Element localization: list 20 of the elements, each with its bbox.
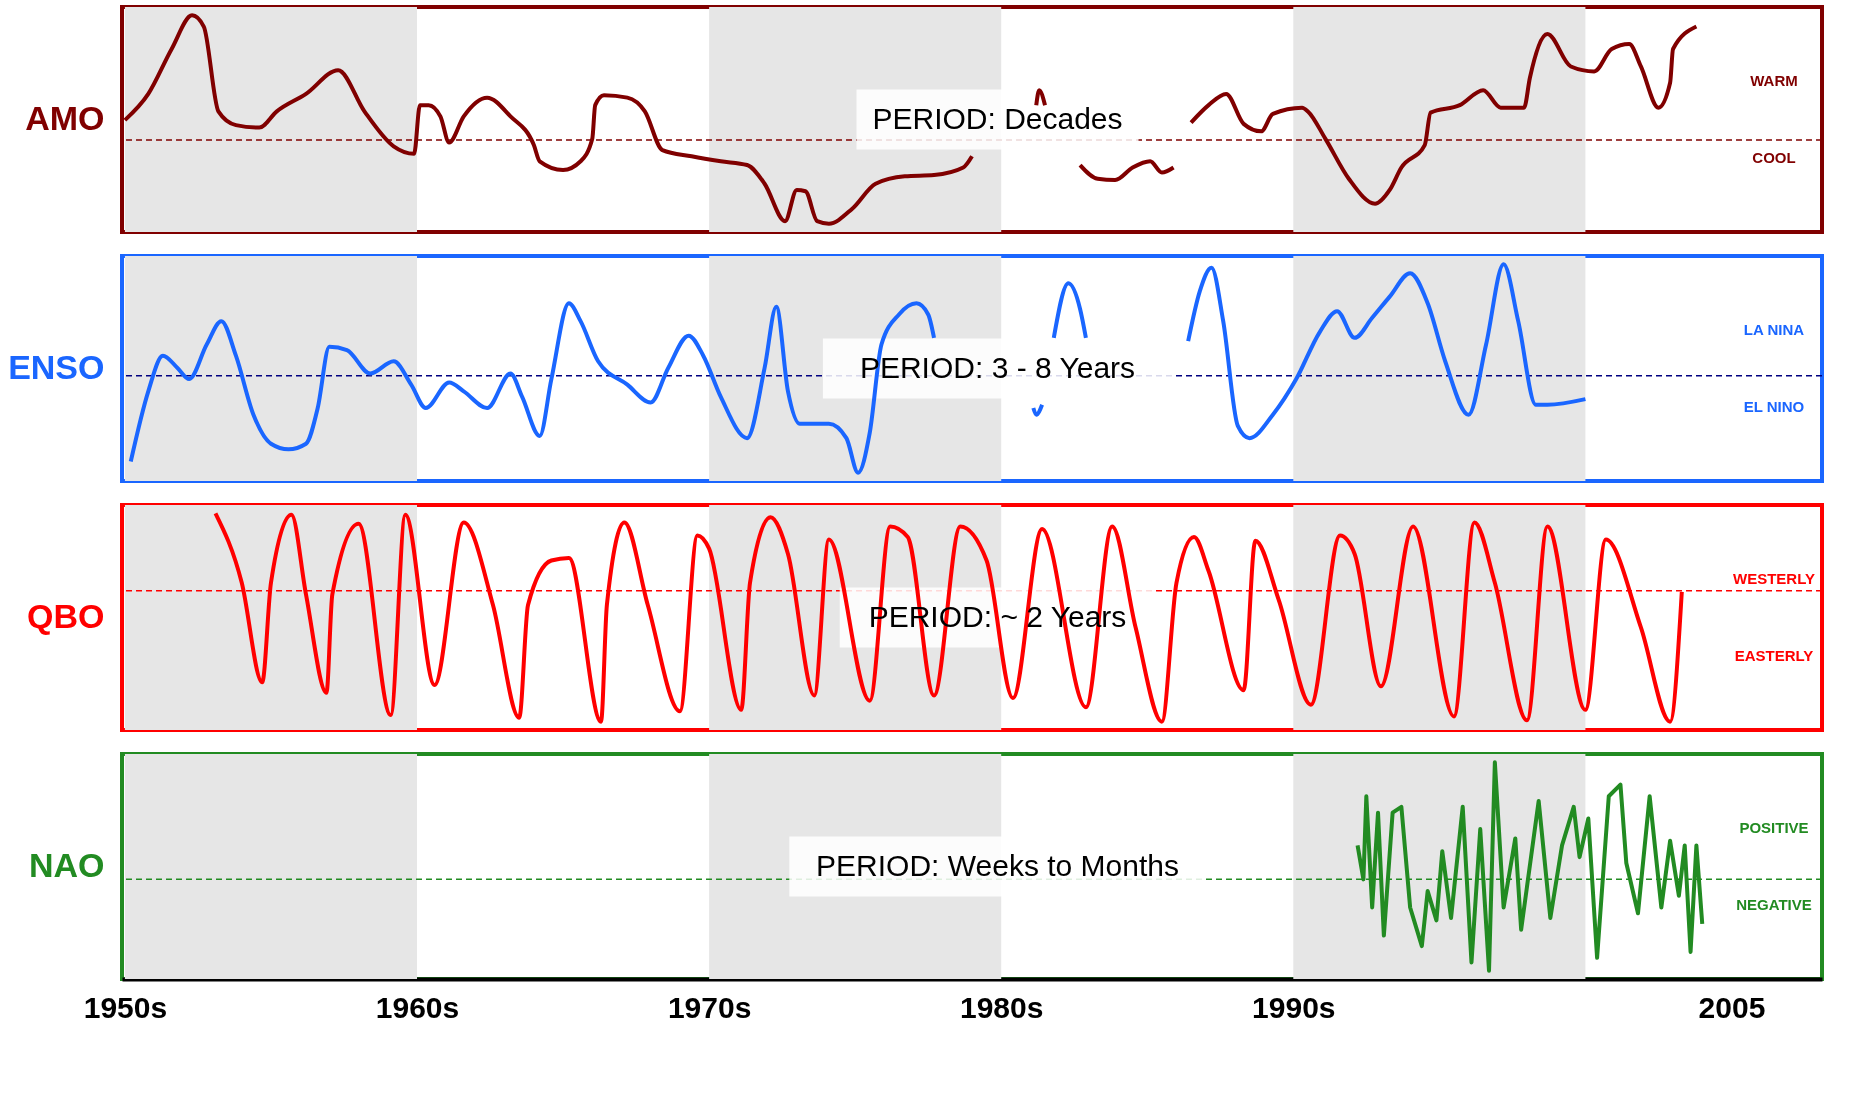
x-tick-label: 1990s [1252, 990, 1336, 1024]
x-tick-label: 1950s [83, 990, 168, 1024]
annotation: EL NINO [1743, 397, 1805, 415]
y-axis-title: ENSO [8, 348, 105, 386]
x-tick-label: 2005 [1698, 990, 1766, 1024]
annotation: LA NINA [1743, 321, 1805, 339]
x-tick-label: 1980s [959, 990, 1044, 1024]
y-axis-title: QBO [27, 597, 105, 635]
y-axis-title: NAO [28, 846, 105, 884]
annotation: NEGATIVE [1736, 895, 1812, 913]
x-tick-label: 1970s [667, 990, 752, 1024]
annotation: PERIOD: Weeks to Months [816, 848, 1179, 882]
annotation: PERIOD: Decades [872, 101, 1123, 135]
annotation: WESTERLY [1733, 570, 1815, 588]
annotation: COOL [1752, 148, 1796, 166]
annotation: EASTERLY [1734, 646, 1814, 664]
annotation: POSITIVE [1739, 819, 1809, 837]
x-tick-label: 1960s [375, 990, 460, 1024]
y-axis-title: AMO [25, 99, 105, 137]
annotation: WARM [1750, 72, 1798, 90]
